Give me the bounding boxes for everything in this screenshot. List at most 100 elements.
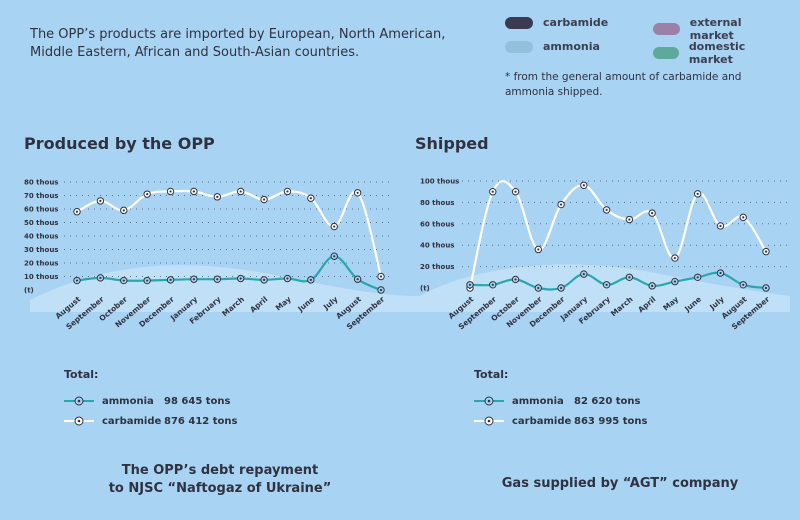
y-tick-label: 20 thous xyxy=(24,260,58,268)
data-point-center xyxy=(559,286,563,290)
data-point-center xyxy=(764,250,768,253)
legend-label: domestic market xyxy=(688,40,746,66)
totals-row-name: carbamide xyxy=(102,415,162,427)
data-point-center xyxy=(514,278,517,281)
data-point-center xyxy=(673,256,677,260)
data-point-center xyxy=(719,224,722,228)
data-point-center xyxy=(146,193,149,196)
ammonia-line-icon xyxy=(64,396,94,406)
y-tick-label: 40 thous xyxy=(420,242,454,250)
data-point-center xyxy=(468,283,472,286)
legend-label: carbamide xyxy=(543,16,609,29)
y-tick-label: 50 thous xyxy=(24,219,58,227)
data-point-center xyxy=(514,190,517,193)
data-point-center xyxy=(146,279,149,282)
totals-row-ammonia: ammonia 98 645 tons xyxy=(64,391,237,411)
data-point-center xyxy=(673,280,677,283)
data-point-center xyxy=(537,248,540,251)
data-point-center xyxy=(696,276,699,279)
series-line-carbamide xyxy=(75,189,383,278)
totals-row-value: 863 995 tons xyxy=(574,415,648,427)
data-point-center xyxy=(582,272,585,276)
footer-debt-repayment: The OPP’s debt repayment to NJSC “Naftog… xyxy=(90,462,350,498)
data-point-center xyxy=(309,197,312,200)
y-tick-label: 80 thous xyxy=(420,199,454,207)
data-point-center xyxy=(582,184,585,187)
data-point-center xyxy=(537,286,540,290)
legend-item-external-market: external market xyxy=(653,16,785,42)
y-tick-label: 10 thous xyxy=(24,273,58,281)
data-point-center xyxy=(764,286,768,290)
legend-item-carbamide: carbamide xyxy=(505,16,608,29)
totals-produced: Total: ammonia 98 645 tons carbamide 876… xyxy=(64,368,237,431)
data-point-center xyxy=(491,190,494,193)
data-point-center xyxy=(719,271,722,275)
data-point-center xyxy=(239,190,242,193)
data-point-center xyxy=(605,208,608,211)
totals-row-name: ammonia xyxy=(102,395,154,407)
data-point-center xyxy=(122,209,125,212)
footer-gas-supplied: Gas supplied by “AGT” company xyxy=(501,476,739,491)
footer-line: The OPP’s debt repayment xyxy=(121,463,319,478)
data-point-center xyxy=(122,279,125,282)
legend-swatch xyxy=(653,47,679,59)
y-tick-label: 40 thous xyxy=(24,233,58,241)
data-point-center xyxy=(356,278,359,281)
totals-row-ammonia: ammonia 82 620 tons xyxy=(474,391,647,411)
carbamide-line-icon xyxy=(474,416,504,426)
data-point-center xyxy=(379,288,383,292)
data-point-center xyxy=(262,198,266,201)
data-point-center xyxy=(169,278,172,281)
legend-swatch xyxy=(505,16,533,29)
data-point-center xyxy=(379,275,383,278)
data-point-center xyxy=(169,190,172,193)
data-point-center xyxy=(742,216,745,219)
totals-row-value: 82 620 tons xyxy=(574,395,641,407)
legend-swatch xyxy=(505,40,533,53)
chart-title-shipped: Shipped xyxy=(415,134,489,153)
data-point-center xyxy=(192,278,196,281)
y-tick-label: 100 thous xyxy=(420,178,459,186)
totals-row-value: 876 412 tons xyxy=(164,415,238,427)
y-tick-label: 80 thous xyxy=(24,179,58,187)
data-point-center xyxy=(651,284,654,287)
data-point-center xyxy=(75,279,79,282)
data-point-center xyxy=(333,225,336,228)
data-point-center xyxy=(309,278,312,281)
data-point-center xyxy=(99,276,102,279)
data-point-center xyxy=(216,195,219,198)
y-tick-label: 70 thous xyxy=(24,192,58,200)
totals-row-carbamide: carbamide 863 995 tons xyxy=(474,411,647,431)
data-point-center xyxy=(628,218,631,221)
totals-heading: Total: xyxy=(474,368,509,381)
y-tick-label: 30 thous xyxy=(24,246,58,254)
totals-shipped: Total: ammonia 82 620 tons carbamide 863… xyxy=(474,368,647,431)
data-point-center xyxy=(742,283,745,286)
data-point-center xyxy=(651,212,654,215)
totals-row-name: ammonia xyxy=(512,395,564,407)
legend-item-domestic-market: domestic market xyxy=(653,40,785,66)
chart-title-produced: Produced by the OPP xyxy=(24,134,215,153)
y-tick-label: 60 thous xyxy=(24,206,58,214)
ammonia-line-icon xyxy=(474,396,504,406)
y-tick-label: 20 thous xyxy=(420,263,454,271)
intro-text: The OPP’s products are imported by Europ… xyxy=(30,27,446,60)
data-point-center xyxy=(99,199,102,202)
totals-heading: Total: xyxy=(64,368,99,381)
data-point-center xyxy=(696,192,699,195)
data-point-center xyxy=(286,277,289,280)
legend-note: * from the general amount of carbamide a… xyxy=(505,71,742,98)
data-point-center xyxy=(356,191,359,194)
data-point-center xyxy=(192,190,196,193)
data-point-center xyxy=(286,190,289,193)
y-tick-label: (t) xyxy=(420,285,430,293)
legend-label: ammonia xyxy=(543,40,600,53)
data-point-center xyxy=(628,276,631,279)
data-point-center xyxy=(491,283,494,286)
data-point-center xyxy=(262,278,266,281)
legend-item-ammonia: ammonia xyxy=(505,40,600,53)
carbamide-line-icon xyxy=(64,416,94,426)
data-point-center xyxy=(75,210,79,213)
totals-row-carbamide: carbamide 876 412 tons xyxy=(64,411,237,431)
